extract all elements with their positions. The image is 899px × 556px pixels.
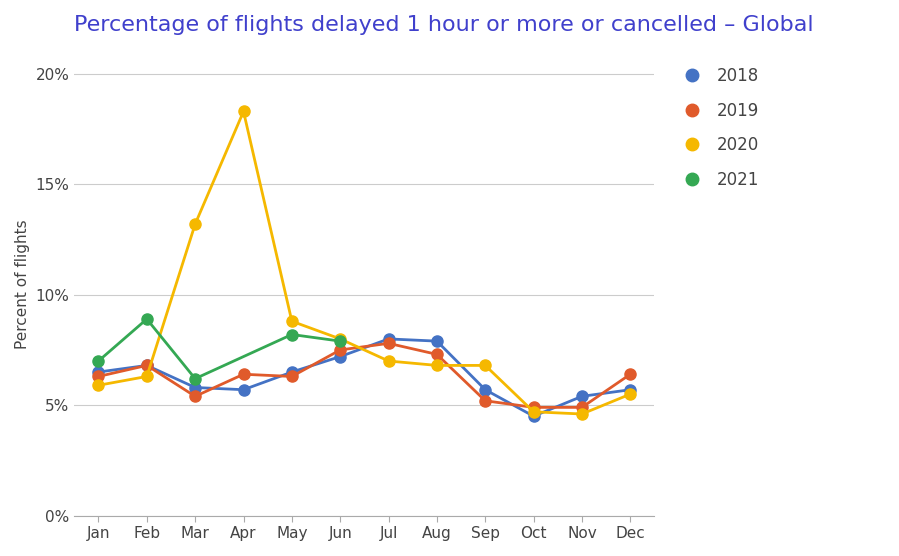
Legend: 2018, 2019, 2020, 2021: 2018, 2019, 2020, 2021 (669, 60, 766, 196)
Y-axis label: Percent of flights: Percent of flights (15, 219, 30, 349)
Text: Percentage of flights delayed 1 hour or more or cancelled – Global: Percentage of flights delayed 1 hour or … (75, 15, 814, 35)
